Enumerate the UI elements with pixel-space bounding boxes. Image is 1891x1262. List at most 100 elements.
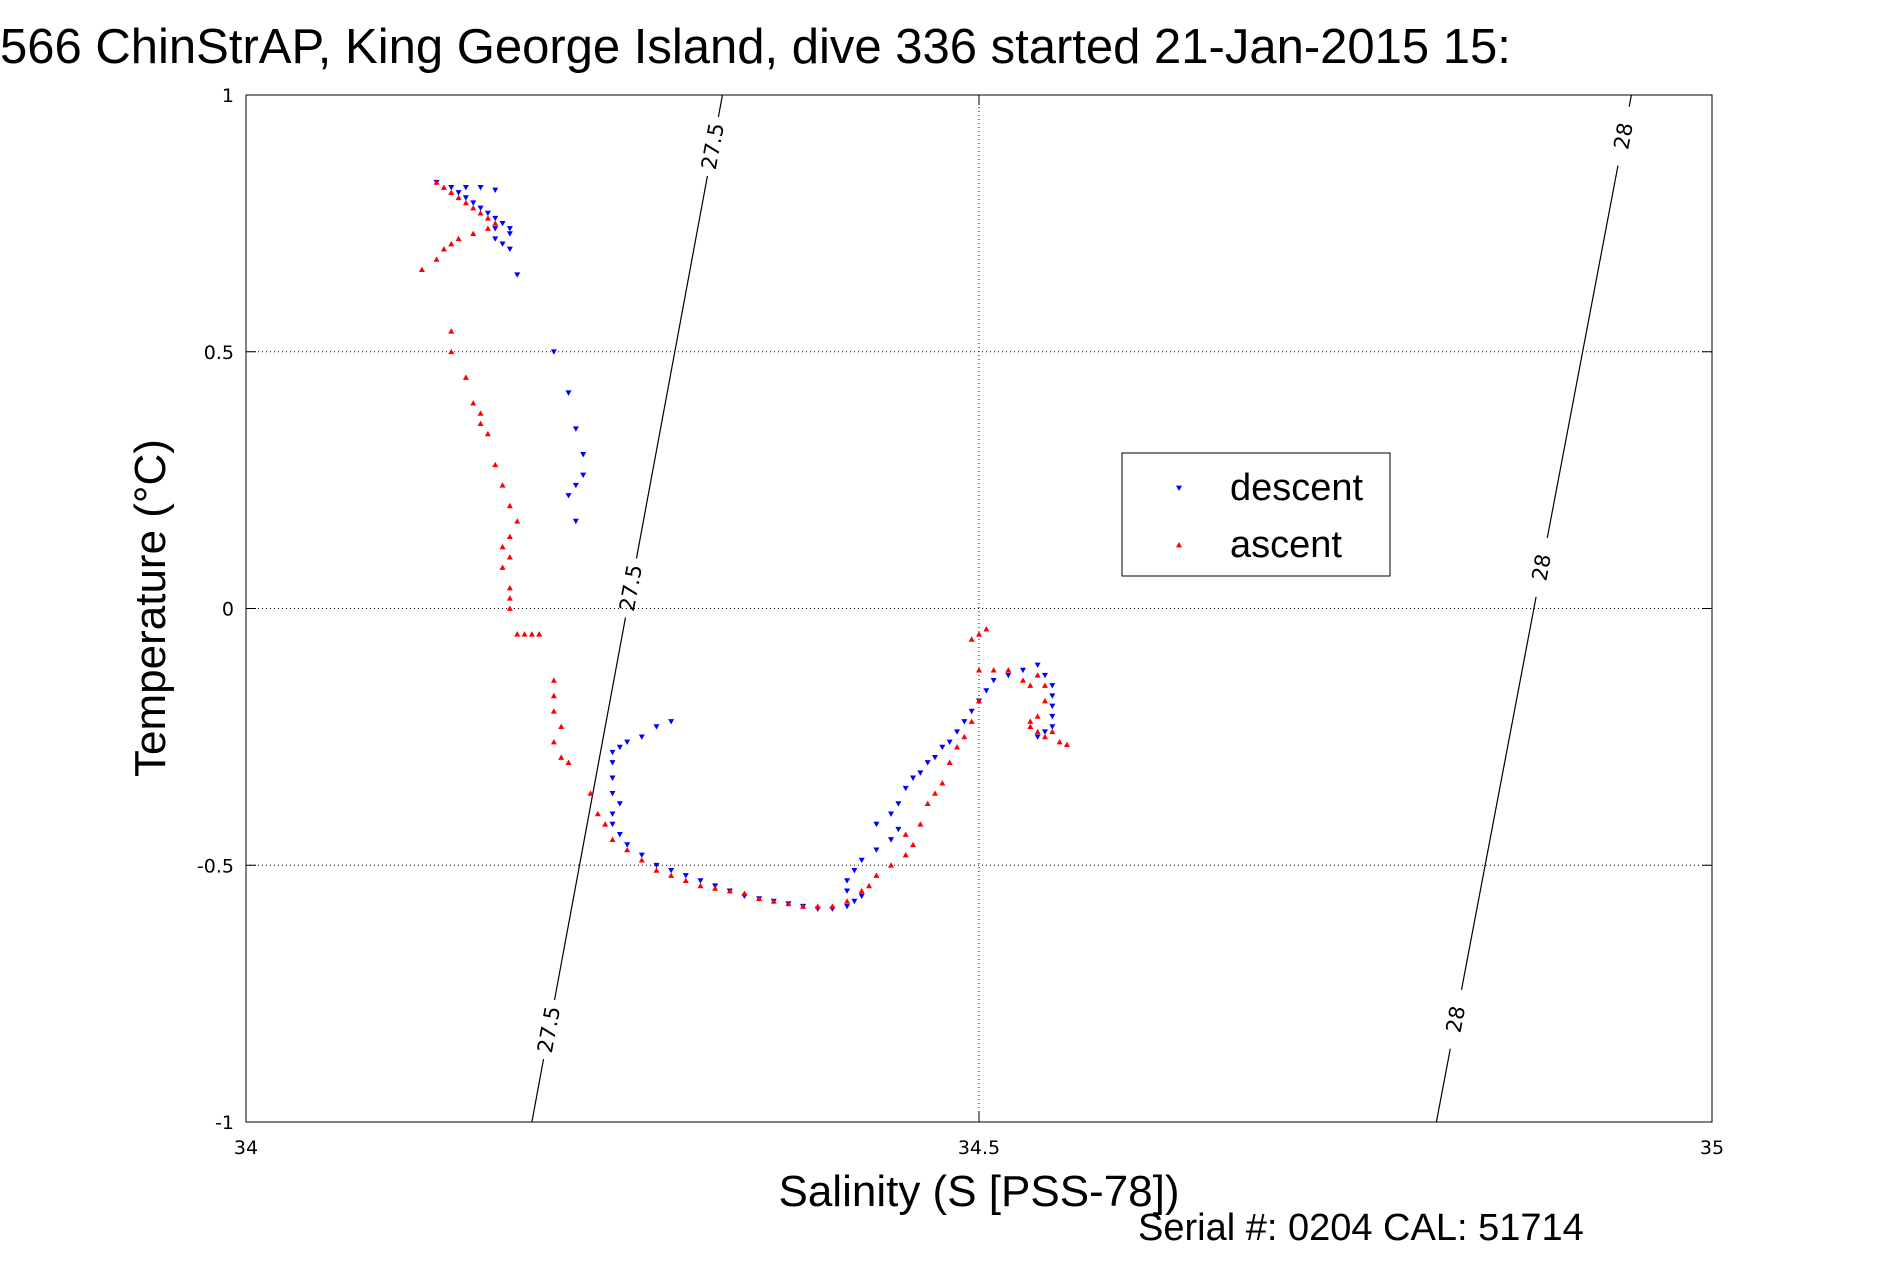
ascent-point bbox=[470, 400, 477, 406]
ascent-point bbox=[858, 887, 865, 894]
ascent-point bbox=[514, 518, 521, 524]
y-tick-label: -1 bbox=[215, 1112, 234, 1134]
y-tick-label: 0 bbox=[222, 599, 234, 621]
descent-point bbox=[682, 873, 689, 879]
descent-point bbox=[609, 760, 616, 766]
grid-lines bbox=[246, 95, 1712, 1122]
ascent-point bbox=[558, 754, 565, 760]
descent-point bbox=[844, 878, 851, 884]
descent-point bbox=[609, 749, 616, 756]
ascent-point bbox=[1005, 667, 1012, 673]
ascent-point bbox=[990, 667, 997, 673]
ascent-point bbox=[440, 184, 447, 190]
ascent-point bbox=[814, 903, 821, 909]
descent-point bbox=[1034, 662, 1041, 668]
ascent-point bbox=[448, 189, 455, 195]
legend-box bbox=[1121, 452, 1391, 577]
ascent-point bbox=[946, 759, 953, 765]
ascent-point bbox=[470, 230, 477, 237]
ascent-point bbox=[976, 631, 982, 637]
descent-point bbox=[858, 893, 865, 900]
descent-point bbox=[572, 518, 579, 525]
descent-point bbox=[697, 878, 704, 884]
descent-point bbox=[1041, 672, 1048, 679]
ascent-point bbox=[440, 246, 447, 252]
ascent-point bbox=[800, 903, 807, 909]
ascent-point bbox=[506, 605, 513, 611]
descent-point bbox=[902, 785, 909, 792]
descent-point bbox=[462, 185, 469, 191]
y-tick-label: 0.5 bbox=[204, 342, 234, 364]
ascent-point bbox=[594, 810, 601, 817]
ascent-point bbox=[499, 564, 506, 570]
ascent-point bbox=[506, 584, 513, 591]
ascent-point bbox=[844, 898, 851, 904]
descent-point bbox=[668, 867, 675, 874]
ascent-point bbox=[506, 502, 513, 509]
legend-descent-label: descent bbox=[1230, 467, 1364, 509]
descent-point bbox=[484, 210, 491, 217]
ascent-point bbox=[565, 759, 572, 765]
ascent-point bbox=[888, 862, 895, 868]
ascent-point bbox=[418, 266, 425, 272]
ascent-point bbox=[1027, 723, 1034, 730]
ascent-point bbox=[1041, 733, 1048, 740]
ascent-point bbox=[1027, 718, 1034, 724]
ascent-point bbox=[756, 895, 763, 902]
descent-point bbox=[851, 898, 858, 905]
ascent-point bbox=[433, 256, 440, 262]
descent-point bbox=[616, 801, 623, 807]
ascent-point bbox=[1027, 682, 1034, 688]
ascent-point bbox=[492, 461, 499, 468]
descent-point bbox=[492, 187, 499, 193]
legend-descent-marker bbox=[1176, 485, 1182, 491]
descent-point bbox=[609, 790, 616, 797]
ascent-point bbox=[917, 821, 924, 827]
isopycnal-label: 28 bbox=[1527, 552, 1556, 583]
descent-point bbox=[932, 755, 939, 761]
descent-point bbox=[1049, 683, 1056, 689]
descent-point bbox=[968, 708, 975, 715]
y-axis-label: Temperature (°C) bbox=[126, 439, 175, 777]
ascent-point bbox=[932, 790, 939, 796]
ascent-point bbox=[682, 877, 689, 884]
descent-point bbox=[624, 739, 631, 746]
ascent-point bbox=[968, 718, 975, 724]
descent-point bbox=[462, 195, 469, 201]
descent-point bbox=[888, 811, 895, 817]
isopycnal-label: 28 bbox=[1609, 121, 1638, 152]
ascent-point bbox=[902, 831, 909, 837]
ascent-point bbox=[1049, 728, 1056, 735]
ascent-point bbox=[470, 204, 477, 211]
ascent-point bbox=[514, 631, 521, 637]
descent-point bbox=[565, 493, 572, 499]
descent-point bbox=[1049, 724, 1056, 730]
descent-point bbox=[580, 452, 587, 458]
descent-point bbox=[638, 734, 645, 740]
ascent-point bbox=[536, 631, 543, 637]
descent-point bbox=[1034, 734, 1041, 740]
descent-point bbox=[946, 739, 953, 746]
ascent-point bbox=[492, 220, 499, 226]
chart-title: 566 ChinStrAP, King George Island, dive … bbox=[0, 20, 1511, 74]
descent-point bbox=[572, 482, 579, 489]
descent-point bbox=[477, 185, 484, 191]
ascent-point bbox=[697, 882, 704, 889]
descent-point bbox=[888, 837, 895, 843]
descent-point bbox=[895, 801, 902, 807]
ascent-point bbox=[902, 851, 909, 858]
isopycnal-label: 28 bbox=[1442, 1004, 1471, 1035]
descent-point bbox=[851, 867, 858, 874]
ascent-point bbox=[433, 179, 440, 185]
descent-point bbox=[616, 744, 623, 751]
ascent-point bbox=[550, 708, 557, 714]
descent-point bbox=[499, 241, 506, 247]
descent-point bbox=[492, 226, 499, 232]
descent-point bbox=[844, 903, 851, 910]
descent-point bbox=[858, 857, 865, 864]
ascent-point bbox=[624, 846, 631, 853]
ascent-point bbox=[448, 240, 455, 247]
descent-point bbox=[492, 215, 499, 222]
ascent-point bbox=[1063, 741, 1070, 747]
